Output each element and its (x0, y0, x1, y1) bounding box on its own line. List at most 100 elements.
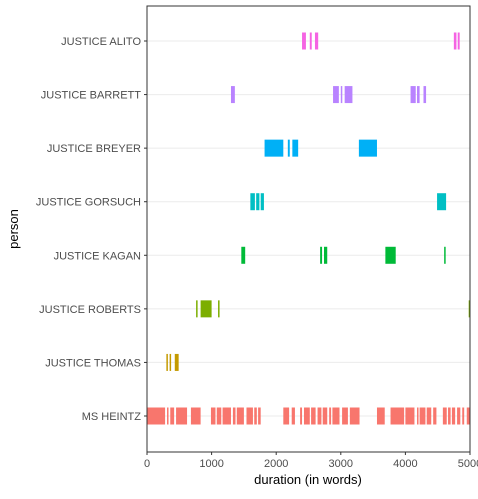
timeline-segment (344, 86, 353, 104)
timeline-segment (260, 193, 264, 211)
timeline-segment (167, 407, 169, 425)
timeline-segment (230, 86, 235, 104)
plot-border (146, 5, 471, 453)
timeline-segment (241, 246, 246, 264)
timeline-segment (466, 407, 470, 425)
y-tick-label: JUSTICE BREYER (47, 143, 141, 155)
timeline-segment (462, 407, 465, 425)
timeline-segment (333, 86, 339, 104)
timeline-segment (376, 407, 385, 425)
timeline-segment (218, 300, 220, 318)
timeline-segment (448, 407, 451, 425)
timeline-segment (437, 193, 447, 211)
y-axis-title: person (6, 209, 21, 249)
timeline-segment (250, 193, 255, 211)
timeline-segment (451, 407, 456, 425)
timeline-segment (419, 407, 426, 425)
timeline-segment (322, 407, 328, 425)
timeline-segment (457, 407, 461, 425)
y-tick-label: JUSTICE KAGAN (54, 250, 141, 262)
x-tick-label: 0 (144, 458, 150, 470)
y-tick-label: JUSTICE ROBERTS (39, 304, 141, 316)
timeline-segment (317, 407, 322, 425)
x-tick-label: 5000 (458, 458, 478, 470)
timeline-segment (390, 407, 405, 425)
timeline-segment (170, 407, 175, 425)
timeline-segment (291, 407, 295, 425)
timeline-segment (258, 407, 261, 425)
mark-layer (147, 32, 471, 425)
timeline-segment (417, 86, 420, 104)
timeline-segment (166, 353, 168, 371)
timeline-segment (309, 32, 312, 50)
x-tick-label: 3000 (329, 458, 353, 470)
timeline-segment (283, 407, 290, 425)
y-tick-label: JUSTICE GORSUCH (36, 197, 141, 209)
timeline-segment (147, 407, 166, 425)
x-tick-label: 4000 (393, 458, 417, 470)
timeline-row (264, 139, 377, 157)
timeline-row (250, 193, 447, 211)
timeline-segment (216, 407, 222, 425)
timeline-segment (200, 300, 212, 318)
timeline-segment (232, 407, 236, 425)
timeline-segment (222, 407, 231, 425)
timeline-segment (332, 407, 340, 425)
timeline-segment (457, 32, 460, 50)
timeline-segment (256, 193, 260, 211)
timeline-segment (423, 86, 427, 104)
timeline-segment (303, 407, 310, 425)
x-tick-label: 1000 (199, 458, 223, 470)
timeline-segment (196, 300, 198, 318)
timeline-row (166, 353, 179, 371)
x-tick-label: 2000 (264, 458, 288, 470)
timeline-segment (190, 407, 201, 425)
y-axis: JUSTICE ALITO JUSTICE BARRETT JUSTICE BREY… (36, 36, 147, 423)
x-axis-title: duration (in words) (254, 472, 362, 487)
timeline-segment (340, 86, 343, 104)
timeline-segment (349, 407, 360, 425)
timeline-segment (254, 407, 257, 425)
timeline-segment (426, 407, 432, 425)
timeline-segment (292, 139, 299, 157)
timeline-segment (444, 246, 446, 264)
timeline-row (230, 86, 427, 104)
x-axis: 0 1000 2000 3000 4000 5000 (144, 452, 478, 470)
timeline-segment (264, 139, 284, 157)
y-tick-label: JUSTICE ALITO (61, 36, 141, 48)
y-tick-label: JUSTICE THOMAS (45, 357, 141, 369)
timeline-row (147, 407, 470, 425)
timeline-segment (405, 407, 415, 425)
timeline-segment (210, 407, 216, 425)
timeline-segment (433, 407, 437, 425)
timeline-segment (169, 353, 172, 371)
timeline-segment (324, 246, 328, 264)
timeline-segment (300, 407, 303, 425)
timeline-segment (236, 407, 244, 425)
y-tick-label: JUSTICE BARRETT (41, 90, 142, 102)
timeline-segment (176, 407, 188, 425)
timeline-segment (358, 139, 377, 157)
timeline-segment (468, 300, 471, 318)
timeline-segment (410, 86, 416, 104)
timeline-segment (246, 407, 253, 425)
timeline-segment (442, 407, 447, 425)
timeline-segment (320, 246, 323, 264)
timeline-segment (417, 407, 419, 425)
timeline-segment (453, 32, 457, 50)
plot-background (147, 6, 470, 452)
timeline-row (241, 246, 446, 264)
timeline-segment (342, 407, 348, 425)
timeline-segment (311, 407, 316, 425)
timeline-segment (302, 32, 306, 50)
timeline-segment (287, 139, 290, 157)
timeline-segment (385, 246, 396, 264)
timeline-row (302, 32, 460, 50)
timeline-row (196, 300, 471, 318)
timeline-segment (314, 32, 319, 50)
timeline-segment (329, 407, 332, 425)
timeline-segment (174, 353, 179, 371)
y-tick-label: MS HEINTZ (82, 411, 142, 423)
